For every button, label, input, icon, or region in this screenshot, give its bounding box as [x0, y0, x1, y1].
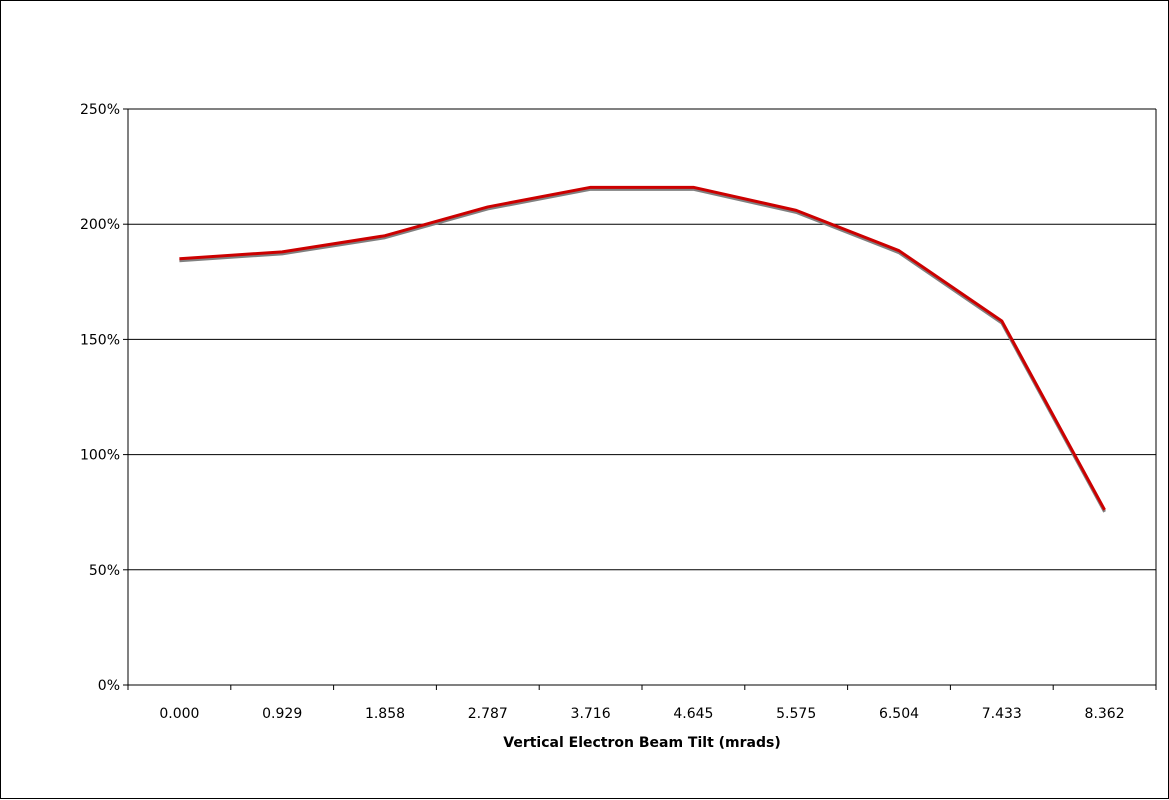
x-tick-label: 7.433 [982, 706, 1022, 722]
gridlines [128, 108, 1156, 571]
x-tick-label: 0.000 [159, 706, 199, 722]
x-tick-label: 2.787 [468, 706, 508, 722]
x-tick-label: 1.858 [365, 706, 405, 722]
x-tick-label: 4.645 [673, 706, 713, 722]
x-tick-label: 8.362 [1085, 706, 1125, 722]
y-tick-label: 150% [80, 332, 120, 348]
x-tick-label: 0.929 [262, 706, 302, 722]
y-tick-label: 200% [80, 217, 120, 233]
tick-labels: 0% 50% 100% 150% 200% 250% 0.000 0.929 1.858 2.78… [80, 102, 1125, 722]
y-tick-label: 50% [89, 563, 120, 579]
y-tick-label: 100% [80, 448, 120, 464]
series-lines [179, 185, 1106, 513]
x-tick-label: 6.504 [879, 706, 919, 722]
axes [123, 108, 1157, 690]
y-tick-label: 0% [98, 678, 120, 694]
y-tick-label: 250% [80, 102, 120, 118]
x-tick-label: 3.716 [571, 706, 611, 722]
x-axis-title: Vertical Electron Beam Tilt (mrads) [503, 735, 780, 751]
series-line [179, 185, 1106, 511]
x-tick-label: 5.575 [776, 706, 816, 722]
series-shadow-line [179, 187, 1106, 513]
